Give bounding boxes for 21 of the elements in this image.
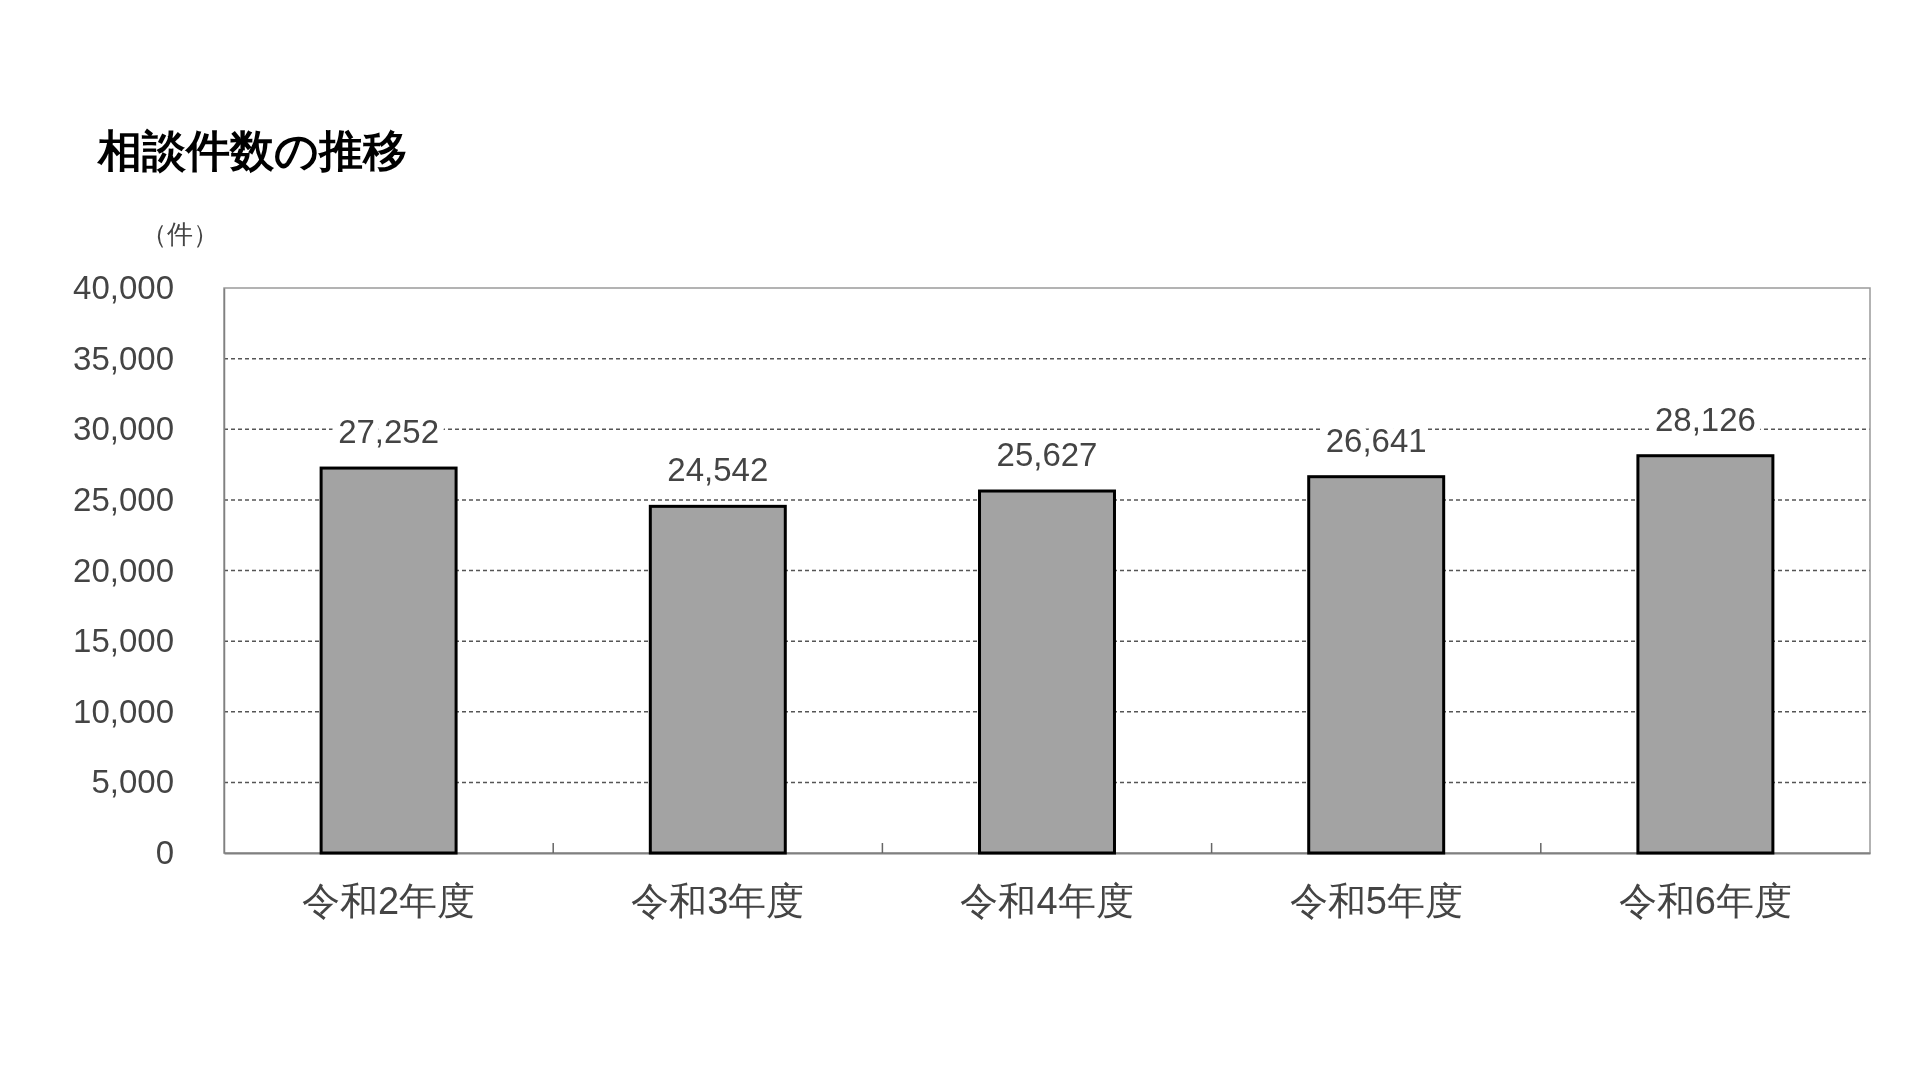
- data-label: 27,252: [338, 413, 440, 451]
- y-tick-label: 5,000: [91, 763, 174, 801]
- y-axis-title: （件）: [141, 219, 219, 249]
- x-tick-label: 令和6年度: [1618, 879, 1792, 922]
- data-label: 24,542: [667, 451, 769, 489]
- y-tick-label: 10,000: [73, 692, 174, 730]
- data-label: 25,627: [996, 436, 1098, 474]
- chart-title: 相談件数の推移: [96, 126, 407, 175]
- y-tick-label: 20,000: [73, 551, 174, 589]
- y-tick-label: 40,000: [73, 269, 174, 307]
- y-tick-label: 35,000: [73, 339, 174, 377]
- y-tick-label: 30,000: [73, 410, 174, 448]
- y-tick-label: 25,000: [73, 480, 174, 518]
- x-tick-label: 令和2年度: [302, 879, 476, 922]
- x-tick-label: 令和3年度: [631, 879, 805, 922]
- y-tick-label: 0: [155, 834, 174, 872]
- x-tick-label: 令和5年度: [1289, 879, 1463, 922]
- x-tick-label: 令和4年度: [960, 879, 1134, 922]
- data-label: 26,641: [1325, 421, 1427, 459]
- data-label: 28,126: [1654, 400, 1756, 438]
- y-tick-label: 15,000: [73, 622, 174, 660]
